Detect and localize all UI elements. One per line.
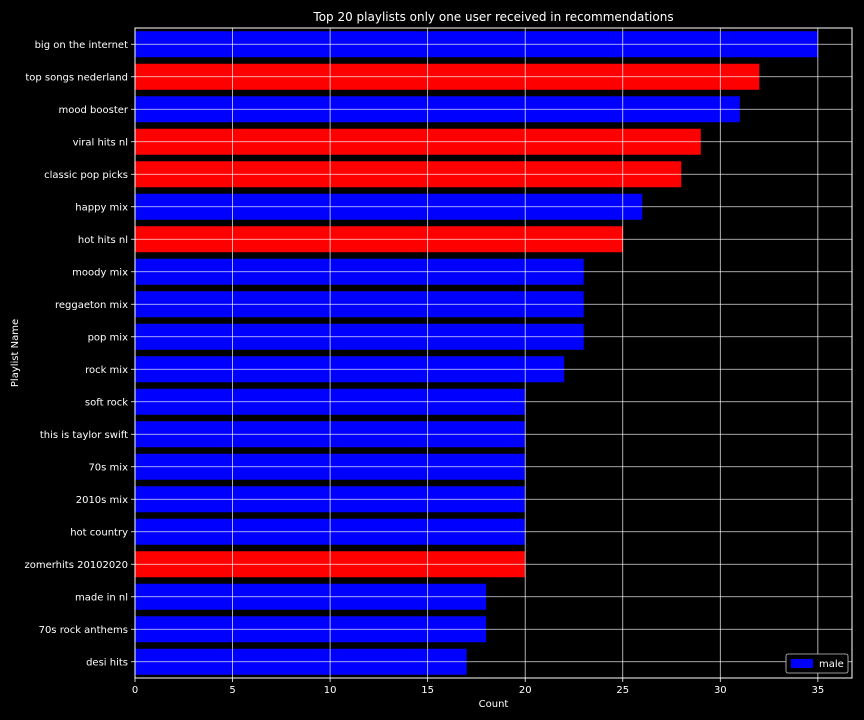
x-tick-label: 5 [229, 685, 235, 696]
x-tick-label: 35 [811, 685, 824, 696]
x-ticks: 0 5 10 15 20 25 30 35 [132, 678, 824, 696]
legend-label: male [819, 659, 844, 670]
y-ticks: big on the internet top songs nederland mo… [24, 40, 135, 668]
y-tick-label: 2010s mix [76, 495, 128, 506]
x-tick-label: 10 [324, 685, 337, 696]
y-tick-label: reggaeton mix [55, 300, 128, 311]
plot-frame [134, 27, 853, 679]
x-tick-label: 0 [132, 685, 138, 696]
x-tick-label: 30 [714, 685, 727, 696]
y-tick-label: hot hits nl [78, 235, 128, 246]
y-tick-label: big on the internet [35, 40, 128, 51]
y-tick-label: zomerhits 20102020 [24, 560, 128, 571]
y-tick-label: mood booster [59, 105, 129, 116]
y-tick-label: hot country [70, 527, 128, 538]
x-tick-label: 20 [519, 685, 532, 696]
y-tick-label: desi hits [86, 657, 128, 668]
grid [134, 28, 852, 678]
legend-box [785, 653, 849, 674]
y-tick-label: moody mix [72, 267, 128, 278]
y-tick-label: pop mix [88, 332, 129, 343]
y-tick-label: rock mix [85, 365, 128, 376]
y-tick-label: classic pop picks [44, 170, 128, 181]
y-tick-label: 70s mix [88, 462, 128, 473]
y-tick-label: made in nl [75, 592, 128, 603]
legend-swatch [791, 659, 813, 668]
y-tick-label: happy mix [75, 202, 128, 213]
y-tick-label: top songs nederland [25, 72, 128, 83]
y-tick-label: this is taylor swift [40, 430, 128, 441]
x-tick-label: 15 [421, 685, 434, 696]
chart-title: Top 20 playlists only one user received … [312, 10, 673, 24]
x-axis-label: Count [479, 699, 509, 710]
x-tick-label: 25 [616, 685, 629, 696]
y-tick-label: 70s rock anthems [39, 625, 128, 636]
y-tick-label: viral hits nl [73, 137, 128, 148]
y-axis-label: Playlist Name [10, 319, 21, 387]
y-tick-label: soft rock [85, 397, 128, 408]
legend: male [785, 653, 849, 674]
